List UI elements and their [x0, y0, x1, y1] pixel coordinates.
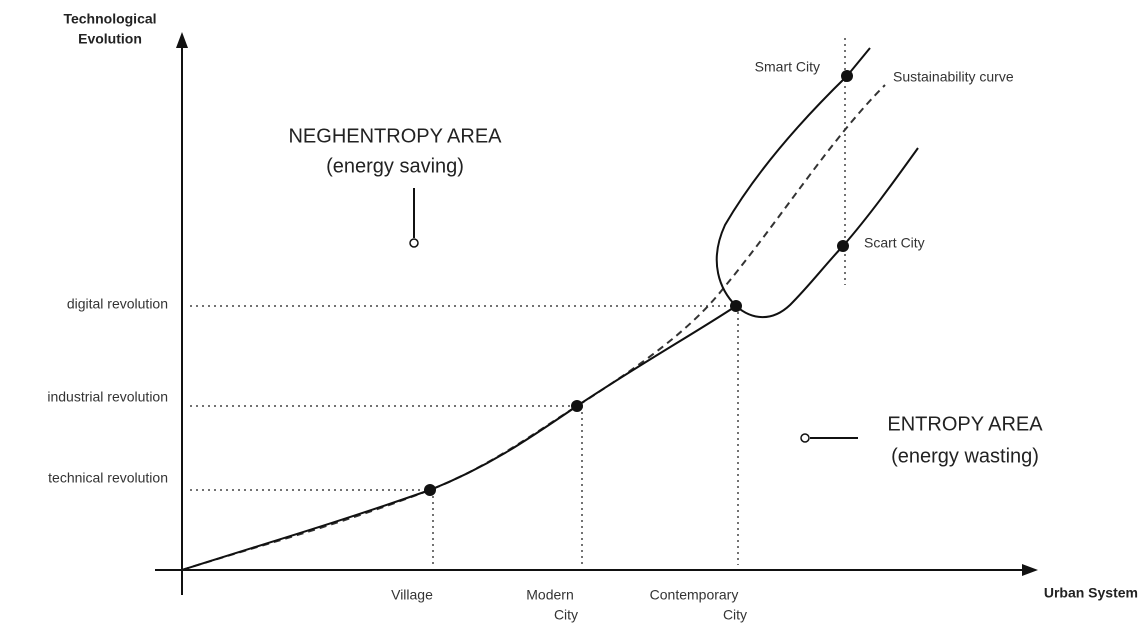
area-title: NEGHENTROPY AREA [288, 125, 502, 147]
point [424, 484, 436, 496]
level-label: technical revolution [48, 470, 168, 486]
level-label: industrial revolution [47, 389, 168, 405]
y-arrow [176, 32, 188, 48]
point [837, 240, 849, 252]
sustainability-curve [181, 84, 886, 571]
y-label: Technological [63, 11, 156, 27]
x-arrow [1022, 564, 1038, 576]
x-label: Urban System [1044, 585, 1138, 601]
stage-label: City [723, 607, 747, 623]
smart-branch [181, 47, 871, 571]
stage-label: Village [391, 587, 433, 603]
stage-label: Contemporary [650, 587, 739, 603]
y-label: Evolution [78, 31, 142, 47]
point [841, 70, 853, 82]
point-label: Scart City [864, 235, 925, 251]
point-label: Smart City [755, 59, 820, 75]
stage-label: Modern [526, 587, 573, 603]
stage-label: City [554, 607, 578, 623]
area-subtitle: (energy saving) [326, 155, 464, 177]
pointer-end [409, 238, 419, 248]
pointer-end [800, 433, 810, 443]
area-subtitle: (energy wasting) [891, 445, 1039, 467]
point [571, 400, 583, 412]
curve-label: Sustainability curve [893, 69, 1014, 85]
points [424, 70, 853, 496]
scart-branch [735, 147, 919, 319]
point [730, 300, 742, 312]
area-title: ENTROPY AREA [887, 413, 1043, 435]
axes [155, 32, 1038, 595]
level-label: digital revolution [67, 296, 168, 312]
guides [190, 38, 846, 565]
